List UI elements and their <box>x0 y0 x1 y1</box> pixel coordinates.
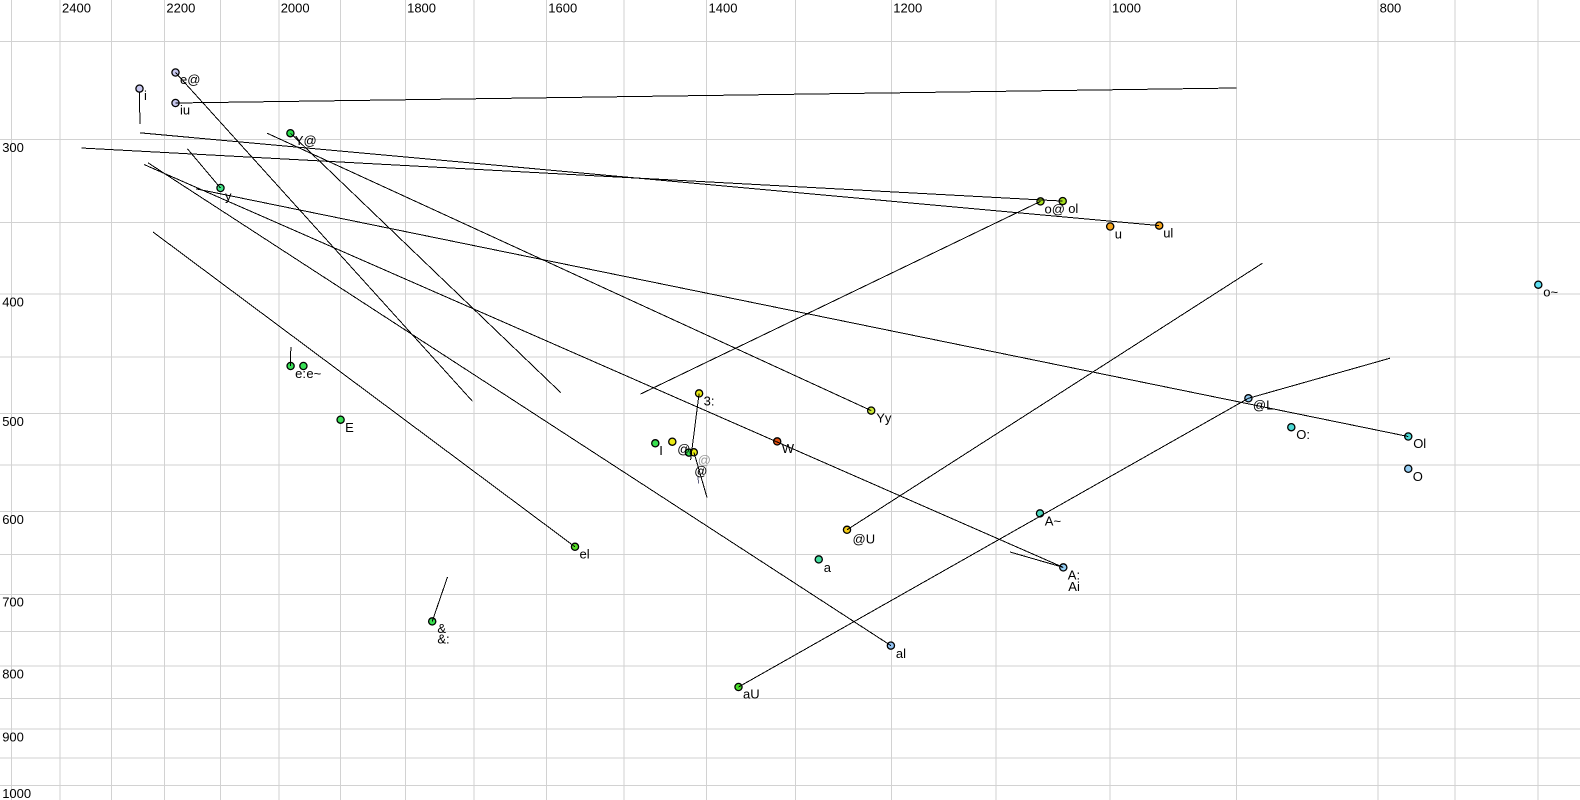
svg-text:800: 800 <box>1380 0 1402 15</box>
svg-text:Yy: Yy <box>876 411 892 426</box>
svg-text:A:: A: <box>1068 567 1080 582</box>
svg-text:@U: @U <box>853 531 876 546</box>
svg-text:aU: aU <box>743 687 760 702</box>
svg-text:W: W <box>782 441 795 456</box>
svg-text:a: a <box>824 560 832 575</box>
svg-text:@L: @L <box>1253 397 1273 412</box>
svg-text:1400: 1400 <box>709 0 738 15</box>
svg-text:O:: O: <box>1296 427 1310 442</box>
svg-text:1600: 1600 <box>548 0 577 15</box>
svg-text:500: 500 <box>2 414 24 429</box>
svg-text:300: 300 <box>2 140 24 155</box>
svg-text:O: O <box>1413 469 1423 484</box>
svg-text:Y@: Y@ <box>295 133 317 148</box>
svg-text:600: 600 <box>2 512 24 527</box>
svg-text:el: el <box>580 546 590 561</box>
svg-text:2400: 2400 <box>62 0 91 15</box>
svg-text:al: al <box>896 646 906 661</box>
svg-text:&:: &: <box>437 632 449 647</box>
svg-text:e~: e~ <box>306 366 321 381</box>
svg-text:800: 800 <box>2 666 24 681</box>
svg-text:o~: o~ <box>1543 285 1558 300</box>
svg-text:E: E <box>345 420 354 435</box>
svg-text:3:: 3: <box>704 393 715 408</box>
svg-text:ul: ul <box>1163 226 1173 241</box>
svg-text:e@: e@ <box>180 72 200 87</box>
svg-text:@: @ <box>698 453 711 468</box>
svg-text:400: 400 <box>2 294 24 309</box>
svg-text:i: i <box>144 88 147 103</box>
svg-text:iu: iu <box>180 103 190 118</box>
svg-text:Ol: Ol <box>1413 436 1426 451</box>
svg-text:e:: e: <box>295 366 306 381</box>
svg-text:1000: 1000 <box>2 786 31 800</box>
svg-text:1800: 1800 <box>407 0 436 15</box>
svg-text:1000: 1000 <box>1112 0 1141 15</box>
svg-text:@: @ <box>677 442 690 457</box>
svg-text:1200: 1200 <box>893 0 922 15</box>
svg-text:u: u <box>1115 227 1122 242</box>
svg-text:ol: ol <box>1068 201 1078 216</box>
svg-text:I: I <box>659 443 663 458</box>
svg-text:2000: 2000 <box>281 0 310 15</box>
svg-text:900: 900 <box>2 730 24 745</box>
svg-text:2200: 2200 <box>166 0 195 15</box>
svg-text:o@: o@ <box>1045 201 1065 216</box>
svg-text:700: 700 <box>2 595 24 610</box>
svg-text:A~: A~ <box>1045 514 1062 529</box>
svg-text:&: & <box>437 621 446 636</box>
svg-text:y: y <box>225 188 232 203</box>
svg-text:Ai: Ai <box>1068 579 1080 594</box>
svg-text:@: @ <box>694 463 707 478</box>
